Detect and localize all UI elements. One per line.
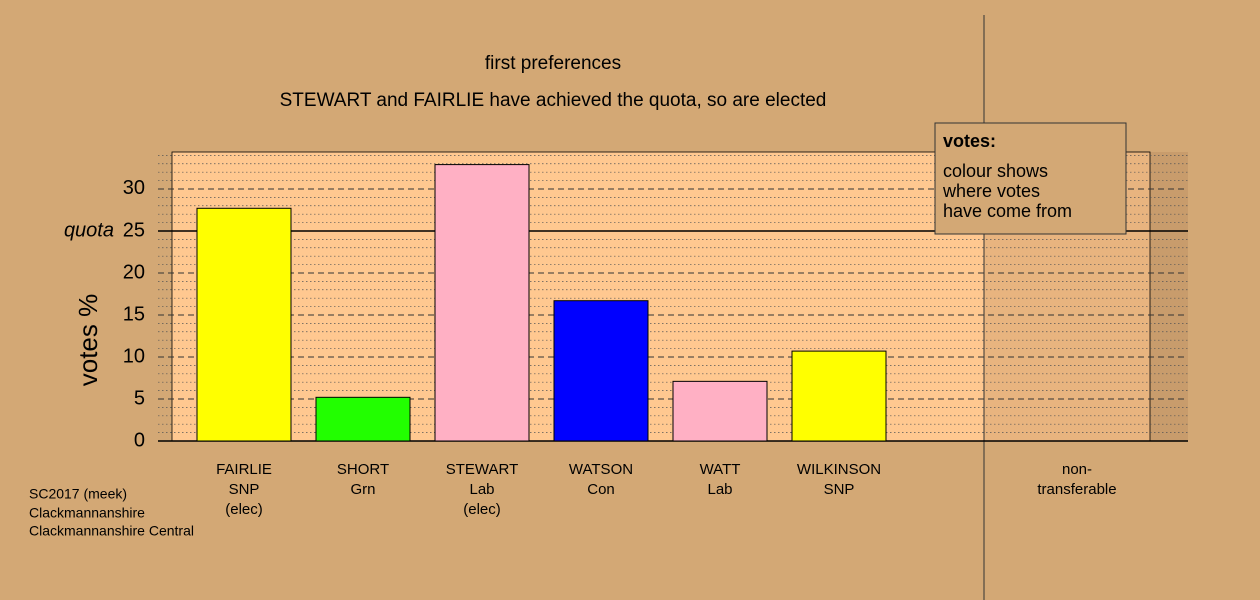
y-tick-label: 30 <box>123 177 145 199</box>
y-tick-label: 20 <box>123 261 145 283</box>
party-label: SNP <box>229 481 260 498</box>
party-label: transferable <box>1037 481 1116 498</box>
status-label: (elec) <box>463 501 501 518</box>
bar <box>315 396 411 442</box>
party-label: Lab <box>469 481 494 498</box>
bar <box>791 350 887 442</box>
x-tick-label: non- <box>1062 461 1092 478</box>
legend-line: have come from <box>943 201 1072 221</box>
bar <box>196 207 292 442</box>
legend-box <box>934 122 1127 235</box>
note: Clackmannanshire <box>29 505 145 521</box>
legend-title: votes: <box>943 131 996 151</box>
quota-label: quota <box>64 219 114 241</box>
y-axis-label: votes % <box>73 294 103 387</box>
party-label: Grn <box>350 481 375 498</box>
legend-line: where votes <box>942 181 1040 201</box>
bar <box>672 380 768 442</box>
party-label: Con <box>587 481 615 498</box>
bars <box>196 164 887 442</box>
note: Clackmannanshire Central <box>29 523 194 539</box>
y-tick-label: 15 <box>123 303 145 325</box>
chart-title: first preferences <box>485 53 621 74</box>
party-label: SNP <box>824 481 855 498</box>
x-tick-label: SHORT <box>337 461 389 478</box>
x-tick-label: STEWART <box>446 461 519 478</box>
x-tick-label: FAIRLIE <box>216 461 272 478</box>
x-tick-label: WATT <box>700 461 741 478</box>
labels: 0 5 10 15 20 25 30 quota FAIRLIE SNP (elec) SHORT Gr… <box>64 177 1117 518</box>
y-tick-label: 5 <box>134 387 145 409</box>
y-tick-label: 10 <box>123 345 145 367</box>
legend-line: colour shows <box>943 161 1048 181</box>
chart-subtitle: STEWART and FAIRLIE have achieved the qu… <box>280 90 827 111</box>
x-tick-label: WATSON <box>569 461 633 478</box>
y-tick-label: 0 <box>134 429 145 451</box>
x-tick-label: WILKINSON <box>797 461 881 478</box>
status-label: (elec) <box>225 501 263 518</box>
note: SC2017 (meek) <box>29 486 127 502</box>
y-tick-label: 25 <box>123 219 145 241</box>
bar <box>553 300 649 442</box>
party-label: Lab <box>707 481 732 498</box>
bar <box>434 164 530 442</box>
plot-margin <box>1150 152 1188 441</box>
